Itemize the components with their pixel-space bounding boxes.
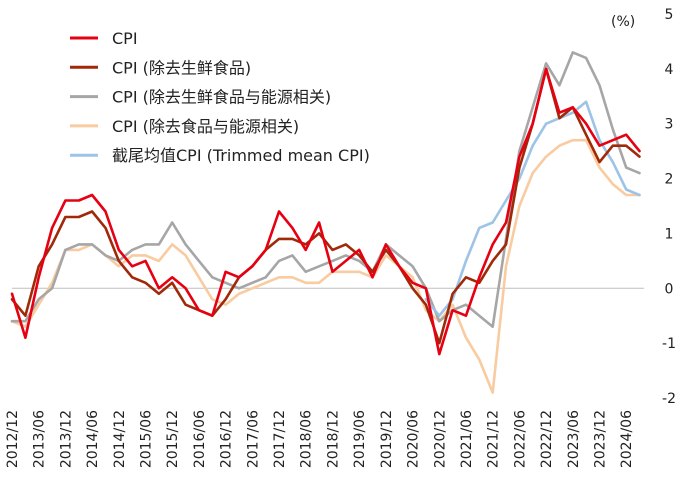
x-tick-label: 2013/06 xyxy=(32,410,48,468)
y-tick-label: -2 xyxy=(662,391,676,407)
x-tick-label: 2014/06 xyxy=(85,410,101,468)
x-tick-label: 2013/12 xyxy=(58,410,74,468)
x-tick-label: 2020/06 xyxy=(406,410,422,468)
y-tick-label: 2 xyxy=(665,172,674,188)
x-tick-label: 2022/06 xyxy=(512,410,528,468)
x-tick-label: 2020/12 xyxy=(432,410,448,468)
x-tick-label: 2014/12 xyxy=(112,410,128,468)
x-tick-label: 2019/12 xyxy=(379,410,395,468)
x-tick-label: 2017/06 xyxy=(245,410,261,468)
x-tick-label: 2023/12 xyxy=(592,410,608,468)
x-tick-label: 2019/06 xyxy=(352,410,368,468)
y-tick-label: 4 xyxy=(665,62,674,78)
x-tick-label: 2018/12 xyxy=(325,410,341,468)
series-line-5 xyxy=(424,100,641,317)
x-tick-label: 2024/06 xyxy=(619,410,635,468)
legend-label: CPI (除去生鲜食品与能源相关) xyxy=(112,88,331,107)
x-tick-label: 2015/06 xyxy=(139,410,155,468)
legend-label: CPI xyxy=(112,29,138,48)
x-tick-label: 2018/06 xyxy=(299,410,315,468)
unit-label: (%) xyxy=(611,14,635,30)
series-line-1 xyxy=(10,67,641,356)
x-tick-label: 2021/06 xyxy=(459,410,475,468)
y-axis: -2 -1 0 1 2 3 4 5 xyxy=(662,7,676,407)
legend-label: CPI (除去食品与能源相关) xyxy=(112,117,299,136)
x-tick-label: 2016/12 xyxy=(219,410,235,468)
series-line-2 xyxy=(10,67,641,345)
x-tick-label: 2023/06 xyxy=(566,410,582,468)
y-tick-label: 5 xyxy=(665,7,674,23)
x-tick-label: 2022/12 xyxy=(539,410,555,468)
x-tick-label: 2016/06 xyxy=(192,410,208,468)
x-tick-label: 2017/12 xyxy=(272,410,288,468)
x-tick-label: 2012/12 xyxy=(5,410,21,468)
legend-label: CPI (除去生鲜食品) xyxy=(112,58,251,77)
series-layer xyxy=(10,51,641,394)
y-tick-label: 3 xyxy=(665,117,674,133)
legend-label: 截尾均值CPI (Trimmed mean CPI) xyxy=(112,146,370,165)
y-tick-label: 1 xyxy=(665,226,674,242)
x-tick-label: 2015/12 xyxy=(165,410,181,468)
x-tick-label: 2021/12 xyxy=(486,410,502,468)
series-line-3 xyxy=(10,51,641,328)
legend: CPI CPI (除去生鲜食品) CPI (除去生鲜食品与能源相关) CPI (除去食… xyxy=(70,29,370,165)
series-line-4 xyxy=(10,138,641,394)
x-axis: 2012/12 2013/06 2013/12 2014/06 2014/12 2015/… xyxy=(5,410,635,468)
y-tick-label: -1 xyxy=(662,336,676,352)
y-tick-label: 0 xyxy=(665,281,674,297)
